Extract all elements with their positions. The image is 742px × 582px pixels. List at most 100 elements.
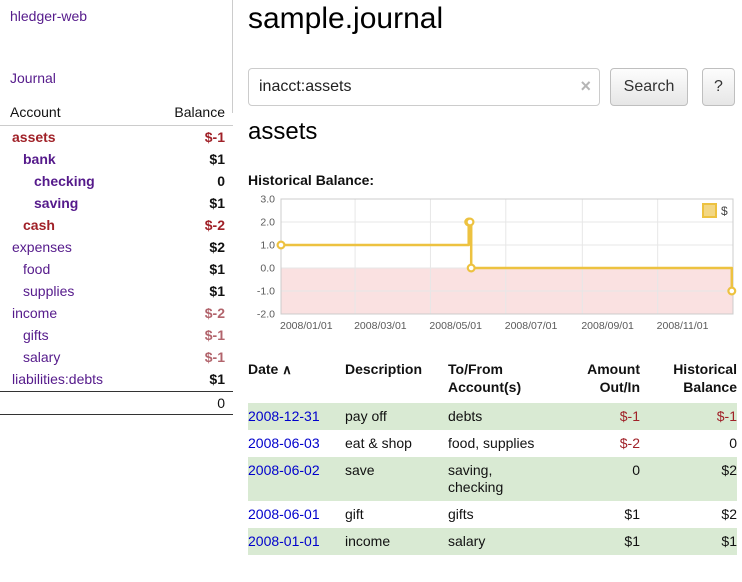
cell-date: 2008-01-01 [248, 528, 345, 555]
page-title: sample.journal [248, 2, 444, 35]
account-table-body: assets $-1 bank $1 checking 0 saving $1 cash $-2 e… [0, 126, 233, 390]
cell-accounts: saving, checking [448, 462, 504, 495]
account-link[interactable]: bank [23, 151, 56, 167]
cell-balance: $2 [721, 506, 737, 522]
cell-description: gift [345, 506, 364, 522]
cell-accounts: gifts [448, 506, 474, 522]
sidebar: hledger-web Journal Account Balance asse… [0, 0, 233, 582]
y-axis-tick-label: -2.0 [257, 309, 275, 321]
account-link[interactable]: liabilities:debts [12, 371, 104, 387]
account-balance: 0 [217, 173, 225, 189]
search-button[interactable]: Search [610, 68, 688, 106]
transaction-date-link[interactable]: 2008-06-01 [248, 506, 320, 522]
y-axis-tick-label: -1.0 [257, 286, 275, 298]
sidebar-item-journal[interactable]: Journal [10, 70, 56, 86]
account-row: salary $-1 [0, 346, 233, 368]
account-row: liabilities:debts $1 [0, 368, 233, 390]
search-bar: × Search ? [248, 68, 735, 106]
total-balance: 0 [217, 395, 225, 411]
sidebar-divider [232, 0, 233, 113]
account-balance: $1 [209, 151, 225, 167]
account-row: income $-2 [0, 302, 233, 324]
account-balance: $-1 [204, 129, 225, 145]
transactions-table: Date ∧ Description To/From Account(s) Am… [248, 358, 737, 555]
transaction-date-link[interactable]: 2008-06-02 [248, 462, 320, 478]
data-point-marker [466, 263, 476, 273]
cell-accounts: salary [448, 533, 486, 549]
cell-date: 2008-06-01 [248, 501, 345, 528]
account-table-header: Account Balance [0, 100, 233, 126]
cell-balance: $2 [721, 462, 737, 478]
transaction-row: 2008-01-01 income salary $1 $1 [248, 528, 737, 555]
historical-balance-chart: 3.0 2.0 1.0 0.0 -1.0 -2.0 2008/01/01 2008/03/01… [257, 194, 737, 332]
legend-swatch [702, 203, 717, 218]
transaction-row: 2008-06-03 eat & shop food, supplies $-2 0 [248, 430, 737, 457]
x-axis-tick-label: 2008/09/01 [581, 320, 634, 332]
app-title-link[interactable]: hledger-web [10, 8, 88, 24]
help-button[interactable]: ? [702, 68, 735, 106]
data-point-marker [276, 240, 286, 250]
cell-date: 2008-06-03 [248, 430, 345, 457]
account-row: saving $1 [0, 192, 233, 214]
cell-balance: $-1 [716, 408, 737, 424]
cell-accounts: debts [448, 408, 483, 424]
cell-amount: $1 [624, 506, 640, 522]
account-balance: $2 [209, 239, 225, 255]
account-row: cash $-2 [0, 214, 233, 236]
account-column-header: Account [10, 104, 61, 120]
y-axis-tick-label: 2.0 [260, 217, 275, 229]
cell-description: save [345, 462, 375, 478]
account-balance: $-1 [204, 349, 225, 365]
account-balance-table: Account Balance assets $-1 bank $1 checking 0… [0, 100, 233, 415]
col-header-accounts: To/From Account(s) [448, 361, 522, 395]
date-header-label: Date [248, 361, 279, 377]
account-balance: $1 [209, 371, 225, 387]
clear-search-icon[interactable]: × [580, 76, 591, 97]
x-axis-tick-label: 2008/01/01 [280, 320, 333, 332]
x-axis-tick-label: 2008/05/01 [429, 320, 482, 332]
cell-amount: $-1 [619, 408, 640, 424]
account-link[interactable]: expenses [12, 239, 72, 255]
balance-column-header: Balance [174, 104, 225, 120]
account-link[interactable]: salary [23, 349, 61, 365]
transaction-date-link[interactable]: 2008-01-01 [248, 533, 320, 549]
cell-amount: $1 [624, 533, 640, 549]
account-balance: $-2 [204, 305, 225, 321]
transactions-header-row: Date ∧ Description To/From Account(s) Am… [248, 358, 737, 403]
col-header-date[interactable]: Date ∧ [248, 358, 345, 403]
cell-amount: 0 [632, 462, 640, 478]
x-axis-tick-label: 2008/07/01 [505, 320, 558, 332]
transaction-row: 2008-06-02 save saving, checking 0 $2 [248, 457, 737, 501]
cell-description: eat & shop [345, 435, 412, 451]
transaction-row: 2008-06-01 gift gifts $1 $2 [248, 501, 737, 528]
transaction-date-link[interactable]: 2008-12-31 [248, 408, 320, 424]
account-balance: $1 [209, 195, 225, 211]
account-link[interactable]: checking [34, 173, 95, 189]
col-header-description: Description [345, 361, 423, 377]
account-link[interactable]: cash [23, 217, 55, 233]
account-link[interactable]: assets [12, 129, 56, 145]
y-axis-tick-label: 1.0 [260, 240, 275, 252]
x-axis-tick-label: 2008/03/01 [354, 320, 407, 332]
main-content: sample.journal × Search ? assets Histori… [248, 0, 742, 582]
account-balance: $1 [209, 261, 225, 277]
plot-border [280, 198, 734, 315]
col-header-balance: Historical Balance [673, 361, 737, 395]
account-row: assets $-1 [0, 126, 233, 148]
cell-date: 2008-12-31 [248, 403, 345, 430]
account-link[interactable]: income [12, 305, 58, 321]
transaction-row: 2008-12-31 pay off debts $-1 $-1 [248, 403, 737, 430]
account-heading: assets [248, 118, 318, 145]
account-link[interactable]: gifts [23, 327, 49, 343]
cell-description: income [345, 533, 391, 549]
account-balance: $-2 [204, 217, 225, 233]
account-link[interactable]: food [23, 261, 51, 277]
cell-date: 2008-06-02 [248, 457, 345, 501]
account-balance: $1 [209, 283, 225, 299]
y-axis-tick-label: 3.0 [260, 194, 275, 206]
account-row: bank $1 [0, 148, 233, 170]
account-link[interactable]: supplies [23, 283, 75, 299]
search-input[interactable] [248, 68, 600, 106]
transaction-date-link[interactable]: 2008-06-03 [248, 435, 320, 451]
account-link[interactable]: saving [34, 195, 79, 211]
